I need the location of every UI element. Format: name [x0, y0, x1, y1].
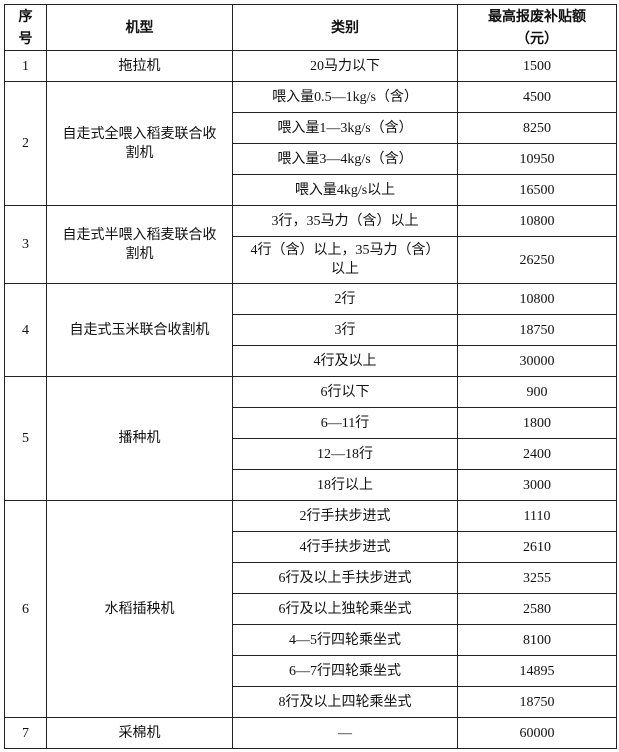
category-cell: 6行及以上手扶步进式: [232, 562, 458, 594]
subsidy-amount: 1110: [457, 500, 617, 532]
subsidy-amount: 2610: [457, 531, 617, 563]
row-number: 1: [4, 50, 47, 82]
subsidy-amount: 8100: [457, 624, 617, 656]
table-row: 2 自走式全喂入稻麦联合收割机 喂入量0.5—1kg/s（含） 4500: [4, 81, 617, 206]
category-cell: 3行: [232, 314, 458, 346]
category-cell: 喂入量1—3kg/s（含）: [232, 112, 458, 144]
category-cell: 4—5行四轮乘坐式: [232, 624, 458, 656]
table-row: 7 采棉机 —60000: [4, 717, 617, 749]
machine-model: 自走式玉米联合收割机: [46, 283, 233, 377]
subsidy-amount: 14895: [457, 655, 617, 687]
category-cell: 8行及以上四轮乘坐式: [232, 686, 458, 718]
subsidy-amount: 4500: [457, 81, 617, 113]
row-number: 7: [4, 717, 47, 749]
category-cell: 2行: [232, 283, 458, 315]
table-row: 12—18行 2400: [5, 438, 617, 470]
category-cell: 4行（含）以上，35马力（含）以上: [232, 236, 458, 284]
table-row: 喂入量1—3kg/s（含） 8250: [5, 112, 617, 144]
category-cell: 6行以下: [232, 376, 458, 408]
row-number: 3: [4, 205, 47, 284]
subsidy-amount: 1500: [457, 50, 617, 82]
subsidy-amount: 60000: [457, 717, 617, 749]
subsidy-amount: 1800: [457, 407, 617, 439]
category-cell: 喂入量0.5—1kg/s（含）: [232, 81, 458, 113]
table-row: 5 播种机 6行以下 900: [4, 376, 617, 501]
subsidy-amount: 2580: [457, 593, 617, 625]
machine-model: 播种机: [46, 376, 233, 501]
subsidy-table: 序号 机型 类别 最高报废补贴额（元） 1 拖拉机 20马力以下 1500 2 自走式全喂…: [4, 4, 617, 749]
category-cell: 喂入量3—4kg/s（含）: [232, 143, 458, 175]
category-cell: 18行以上: [232, 469, 458, 501]
table-row: 喂入量4kg/s以上 16500: [5, 174, 617, 206]
table-row: 6—7行四轮乘坐式 14895: [5, 655, 617, 687]
subsidy-amount: 10950: [457, 143, 617, 175]
subsidy-amount: 2400: [457, 438, 617, 470]
header-subsidy: 最高报废补贴额（元）: [457, 4, 617, 51]
header-category: 类别: [232, 4, 458, 51]
table-row: 8行及以上四轮乘坐式 18750: [5, 686, 617, 718]
category-cell: 3行，35马力（含）以上: [232, 205, 458, 237]
subsidy-amount: 8250: [457, 112, 617, 144]
table-row: 6 水稻插秧机 2行手扶步进式 1110: [4, 500, 617, 718]
table-row: 3 自走式半喂入稻麦联合收割机 3行，35马力（含）以上 10800: [4, 205, 617, 284]
table-row: 1 拖拉机 20马力以下 1500: [4, 50, 617, 82]
row-number: 4: [4, 283, 47, 377]
row-number: 5: [4, 376, 47, 501]
subsidy-amount: 30000: [457, 345, 617, 377]
subsidy-amount: 18750: [457, 314, 617, 346]
row-number: 2: [4, 81, 47, 206]
table-row: 4行及以上 30000: [5, 345, 617, 377]
category-cell: 6行及以上独轮乘坐式: [232, 593, 458, 625]
subsidy-amount: 3000: [457, 469, 617, 501]
header-row: 序号 机型 类别 最高报废补贴额（元）: [4, 4, 617, 51]
table-row: 4行手扶步进式 2610: [5, 531, 617, 563]
table-row: 6行及以上独轮乘坐式 2580: [5, 593, 617, 625]
subsidy-amount: 10800: [457, 283, 617, 315]
machine-model: 水稻插秧机: [46, 500, 233, 718]
table-row: 4 自走式玉米联合收割机 2行 10800: [4, 283, 617, 377]
machine-model: 拖拉机: [46, 50, 233, 82]
header-no: 序号: [4, 4, 47, 51]
category-cell: 4行手扶步进式: [232, 531, 458, 563]
subsidy-amount: 16500: [457, 174, 617, 206]
category-cell: 4行及以上: [232, 345, 458, 377]
table-row: 4行（含）以上，35马力（含）以上 26250: [5, 236, 617, 284]
machine-model: 自走式全喂入稻麦联合收割机: [46, 81, 233, 206]
category-cell: 喂入量4kg/s以上: [232, 174, 458, 206]
row-number: 6: [4, 500, 47, 718]
category-cell: 2行手扶步进式: [232, 500, 458, 532]
machine-model: 采棉机: [46, 717, 233, 749]
subsidy-amount: 26250: [457, 236, 617, 284]
category-cell: 6—7行四轮乘坐式: [232, 655, 458, 687]
subsidy-amount: 900: [457, 376, 617, 408]
category-cell: 20马力以下: [232, 50, 458, 82]
category-cell: —: [232, 717, 458, 749]
subsidy-amount: 18750: [457, 686, 617, 718]
subsidy-amount: 3255: [457, 562, 617, 594]
machine-model: 自走式半喂入稻麦联合收割机: [46, 205, 233, 284]
category-cell: 12—18行: [232, 438, 458, 470]
category-cell: 6—11行: [232, 407, 458, 439]
subsidy-amount: 10800: [457, 205, 617, 237]
table-row: 喂入量3—4kg/s（含） 10950: [5, 143, 617, 175]
header-model: 机型: [46, 4, 233, 51]
